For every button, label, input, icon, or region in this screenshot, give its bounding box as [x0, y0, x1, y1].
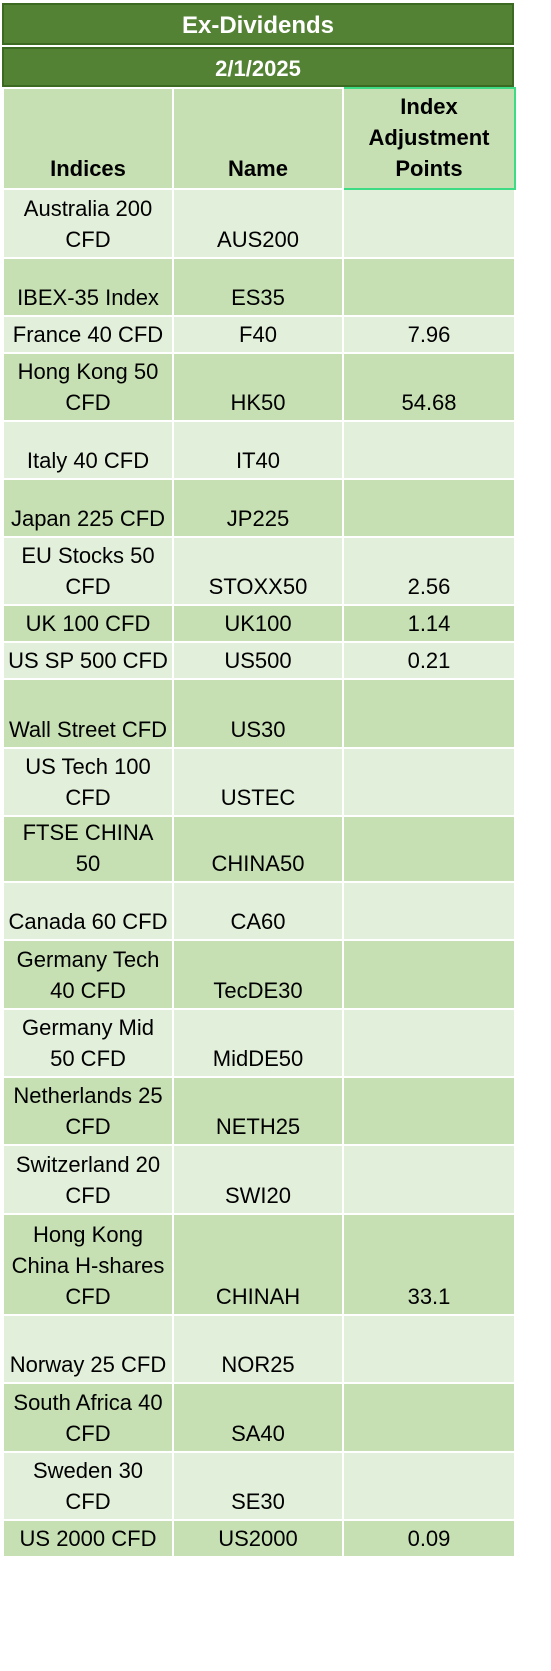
cell-adjustment-points[interactable] [342, 1451, 516, 1521]
cell-index[interactable]: Wall Street CFD [2, 678, 174, 749]
cell-adjustment-points[interactable]: 1.14 [342, 604, 516, 643]
cell-index[interactable]: Canada 60 CFD [2, 881, 174, 941]
cell-name[interactable]: NETH25 [172, 1076, 344, 1146]
cell-adjustment-points[interactable] [342, 881, 516, 941]
cell-name[interactable]: CA60 [172, 881, 344, 941]
table-row: Germany Mid 50 CFD MidDE50 [2, 1008, 516, 1078]
cell-index[interactable]: EU Stocks 50 CFD [2, 536, 174, 606]
table-row: IBEX-35 Index ES35 [2, 257, 516, 317]
table-row: Australia 200 CFD AUS200 [2, 188, 516, 259]
cell-index[interactable]: Japan 225 CFD [2, 478, 174, 538]
cell-name[interactable]: NOR25 [172, 1314, 344, 1384]
table-row: South Africa 40 CFD SA40 [2, 1382, 516, 1453]
cell-adjustment-points[interactable] [342, 678, 516, 749]
table-row: Wall Street CFD US30 [2, 678, 516, 749]
cell-name[interactable]: SA40 [172, 1382, 344, 1453]
cell-index[interactable]: Hong Kong China H-shares CFD [2, 1213, 174, 1316]
cell-adjustment-points[interactable]: 0.21 [342, 641, 516, 680]
cell-name[interactable]: F40 [172, 315, 344, 354]
dividends-table: Indices Name Index Adjustment Points Aus… [2, 87, 516, 1558]
cell-adjustment-points[interactable] [342, 188, 516, 259]
cell-adjustment-points[interactable] [342, 1144, 516, 1215]
table-row: Germany Tech 40 CFD TecDE30 [2, 939, 516, 1010]
cell-name[interactable]: HK50 [172, 352, 344, 422]
cell-adjustment-points[interactable] [342, 747, 516, 817]
cell-adjustment-points[interactable]: 2.56 [342, 536, 516, 606]
table-row: Canada 60 CFD CA60 [2, 881, 516, 941]
table-row: Japan 225 CFD JP225 [2, 478, 516, 538]
cell-index[interactable]: US SP 500 CFD [2, 641, 174, 680]
cell-adjustment-points[interactable] [342, 1382, 516, 1453]
cell-index[interactable]: Germany Tech 40 CFD [2, 939, 174, 1010]
cell-adjustment-points[interactable] [342, 939, 516, 1010]
table-row: EU Stocks 50 CFD STOXX50 2.56 [2, 536, 516, 606]
table-row: Hong Kong China H-shares CFD CHINAH 33.1 [2, 1213, 516, 1316]
table-row: Italy 40 CFD IT40 [2, 420, 516, 480]
cell-index[interactable]: US Tech 100 CFD [2, 747, 174, 817]
cell-name[interactable]: MidDE50 [172, 1008, 344, 1078]
cell-name[interactable]: UK100 [172, 604, 344, 643]
cell-index[interactable]: Netherlands 25 CFD [2, 1076, 174, 1146]
cell-name[interactable]: CHINA50 [172, 815, 344, 883]
cell-name[interactable]: SWI20 [172, 1144, 344, 1215]
table-row: Switzerland 20 CFD SWI20 [2, 1144, 516, 1215]
cell-name[interactable]: STOXX50 [172, 536, 344, 606]
cell-index[interactable]: Hong Kong 50 CFD [2, 352, 174, 422]
ex-dividends-sheet: Ex-Dividends 2/1/2025 Indices Name Index… [2, 3, 516, 1558]
cell-adjustment-points[interactable] [342, 815, 516, 883]
cell-name[interactable]: IT40 [172, 420, 344, 480]
cell-adjustment-points[interactable]: 54.68 [342, 352, 516, 422]
table-row: FTSE CHINA 50 CHINA50 [2, 815, 516, 883]
table-row: US 2000 CFD US2000 0.09 [2, 1519, 516, 1558]
table-row: Sweden 30 CFD SE30 [2, 1451, 516, 1521]
cell-index[interactable]: UK 100 CFD [2, 604, 174, 643]
cell-index[interactable]: IBEX-35 Index [2, 257, 174, 317]
cell-adjustment-points[interactable] [342, 257, 516, 317]
cell-adjustment-points[interactable] [342, 1314, 516, 1384]
table-row: Norway 25 CFD NOR25 [2, 1314, 516, 1384]
cell-index[interactable]: South Africa 40 CFD [2, 1382, 174, 1453]
table-row: UK 100 CFD UK100 1.14 [2, 604, 516, 643]
cell-index[interactable]: US 2000 CFD [2, 1519, 174, 1558]
cell-index[interactable]: France 40 CFD [2, 315, 174, 354]
cell-adjustment-points[interactable] [342, 1076, 516, 1146]
sheet-title: Ex-Dividends [2, 3, 514, 45]
cell-index[interactable]: Sweden 30 CFD [2, 1451, 174, 1521]
cell-adjustment-points[interactable] [342, 1008, 516, 1078]
cell-index[interactable]: Germany Mid 50 CFD [2, 1008, 174, 1078]
header-adjustment-points[interactable]: Index Adjustment Points [342, 87, 516, 190]
header-indices: Indices [2, 87, 174, 190]
cell-name[interactable]: CHINAH [172, 1213, 344, 1316]
cell-name[interactable]: USTEC [172, 747, 344, 817]
cell-index[interactable]: Australia 200 CFD [2, 188, 174, 259]
table-row: US SP 500 CFD US500 0.21 [2, 641, 516, 680]
cell-adjustment-points[interactable]: 7.96 [342, 315, 516, 354]
cell-index[interactable]: FTSE CHINA 50 [2, 815, 174, 883]
cell-adjustment-points[interactable] [342, 420, 516, 480]
cell-name[interactable]: US500 [172, 641, 344, 680]
cell-adjustment-points[interactable]: 33.1 [342, 1213, 516, 1316]
table-row: Hong Kong 50 CFD HK50 54.68 [2, 352, 516, 422]
cell-name[interactable]: US30 [172, 678, 344, 749]
table-row: Netherlands 25 CFD NETH25 [2, 1076, 516, 1146]
cell-adjustment-points[interactable]: 0.09 [342, 1519, 516, 1558]
table-row: US Tech 100 CFD USTEC [2, 747, 516, 817]
header-row: Indices Name Index Adjustment Points [2, 87, 516, 190]
cell-name[interactable]: ES35 [172, 257, 344, 317]
cell-name[interactable]: JP225 [172, 478, 344, 538]
cell-index[interactable]: Switzerland 20 CFD [2, 1144, 174, 1215]
cell-index[interactable]: Italy 40 CFD [2, 420, 174, 480]
cell-name[interactable]: TecDE30 [172, 939, 344, 1010]
cell-name[interactable]: SE30 [172, 1451, 344, 1521]
table-row: France 40 CFD F40 7.96 [2, 315, 516, 354]
header-name: Name [172, 87, 344, 190]
cell-name[interactable]: US2000 [172, 1519, 344, 1558]
cell-index[interactable]: Norway 25 CFD [2, 1314, 174, 1384]
cell-name[interactable]: AUS200 [172, 188, 344, 259]
cell-adjustment-points[interactable] [342, 478, 516, 538]
sheet-date: 2/1/2025 [2, 47, 514, 87]
